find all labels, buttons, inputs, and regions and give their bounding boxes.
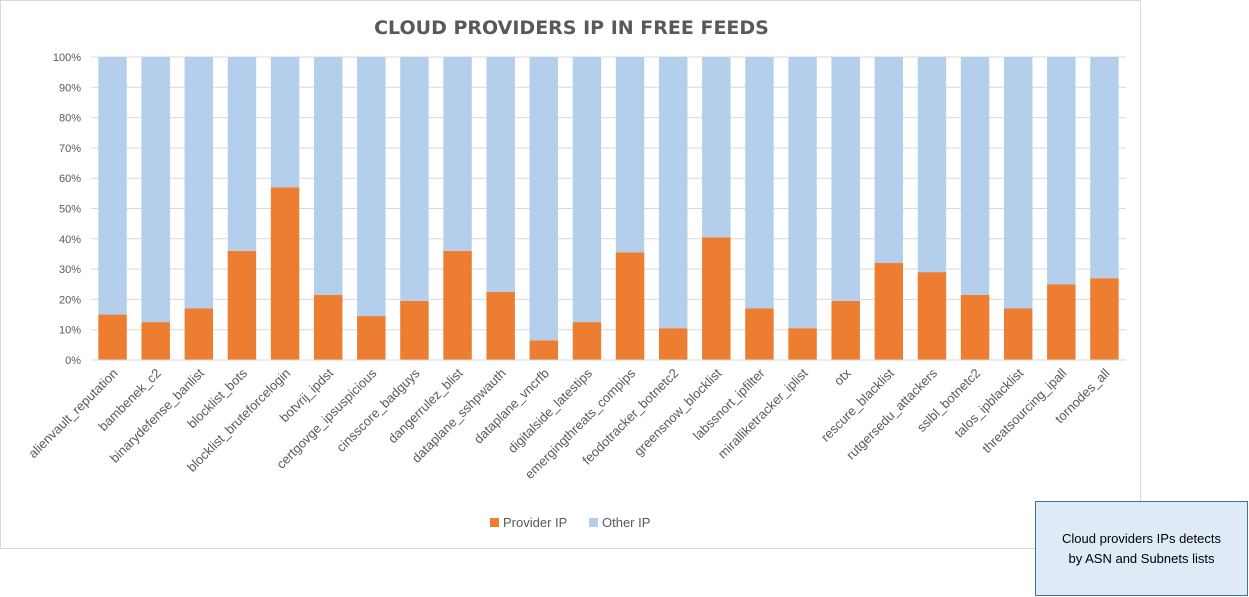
bar-provider-ip xyxy=(400,300,429,360)
bar-provider-ip xyxy=(572,322,602,360)
bar-provider-ip xyxy=(357,316,386,360)
stacked-bar-chart: CLOUD PROVIDERS IP IN FREE FEEDS 0% 10% 20%… xyxy=(25,17,1126,530)
y-tick-label: 10% xyxy=(59,325,81,337)
bar-provider-ip xyxy=(529,340,559,360)
bar-provider-ip xyxy=(1003,308,1033,360)
y-tick-label: 70% xyxy=(59,143,81,155)
bar-provider-ip xyxy=(141,322,170,360)
legend-swatch-other-ip xyxy=(589,518,598,527)
bar-other-ip xyxy=(615,57,645,253)
y-tick-label: 90% xyxy=(59,82,81,94)
bar-other-ip xyxy=(831,57,860,301)
bar-other-ip xyxy=(313,57,343,295)
bar-other-ip xyxy=(357,57,386,317)
bar-provider-ip xyxy=(702,237,731,360)
note-line-2: by ASN and Subnets lists xyxy=(1068,550,1215,566)
bar-provider-ip xyxy=(227,250,257,360)
x-tick-label: rescure_blacklist xyxy=(818,365,897,444)
bar-other-ip xyxy=(745,57,774,309)
bar-other-ip xyxy=(1047,57,1076,285)
bar-other-ip xyxy=(141,57,170,323)
x-tick-label: otx xyxy=(831,365,854,388)
y-tick-label: 100% xyxy=(53,52,81,64)
bar-other-ip xyxy=(227,57,257,251)
legend-label-other-ip: Other IP xyxy=(602,515,650,530)
annotation-note-box: Cloud providers IPs detects by ASN and S… xyxy=(1035,501,1248,596)
note-line-1: Cloud providers IPs detects xyxy=(1062,530,1221,546)
bar-provider-ip xyxy=(184,308,214,360)
bar-provider-ip xyxy=(615,252,645,360)
bar-other-ip xyxy=(658,57,688,329)
y-tick-label: 30% xyxy=(59,264,81,276)
bar-other-ip xyxy=(874,57,904,264)
bar-other-ip xyxy=(98,57,127,315)
bar-other-ip xyxy=(184,57,214,309)
y-tick-label: 50% xyxy=(59,204,81,216)
chart-title: CLOUD PROVIDERS IP IN FREE FEEDS xyxy=(374,17,769,39)
bar-other-ip xyxy=(1003,57,1033,309)
bar-other-ip xyxy=(702,57,731,238)
bar-provider-ip xyxy=(745,308,774,360)
bar-other-ip xyxy=(443,57,472,251)
bar-provider-ip xyxy=(1090,278,1119,360)
x-tick-label: dangerrulez_blist xyxy=(385,365,466,446)
bar-provider-ip xyxy=(486,291,515,360)
bar-provider-ip xyxy=(960,294,990,360)
bar-provider-ip xyxy=(1047,284,1076,360)
legend-label-provider-ip: Provider IP xyxy=(503,515,567,530)
bar-provider-ip xyxy=(443,250,472,360)
bar-other-ip xyxy=(400,57,429,301)
bar-provider-ip xyxy=(831,300,860,360)
bar-provider-ip xyxy=(658,328,688,360)
bar-provider-ip xyxy=(98,314,127,360)
bar-other-ip xyxy=(270,57,300,188)
bar-other-ip xyxy=(788,57,817,329)
bar-other-ip xyxy=(1090,57,1119,279)
legend-swatch-provider-ip xyxy=(490,518,499,527)
bar-other-ip xyxy=(960,57,990,295)
bar-provider-ip xyxy=(270,187,300,360)
x-tick-label: dataplane_vncrfb xyxy=(471,366,552,447)
bar-provider-ip xyxy=(788,328,817,360)
bar-other-ip xyxy=(572,57,602,323)
y-tick-label: 80% xyxy=(59,113,81,125)
y-tick-label: 60% xyxy=(59,173,81,185)
y-tick-label: 40% xyxy=(59,234,81,246)
bar-provider-ip xyxy=(313,294,343,360)
bar-other-ip xyxy=(917,57,947,273)
bar-provider-ip xyxy=(917,272,947,360)
y-tick-label: 20% xyxy=(59,294,81,306)
bar-provider-ip xyxy=(874,263,904,360)
bar-other-ip xyxy=(486,57,515,292)
bar-other-ip xyxy=(529,57,559,341)
y-tick-label: 0% xyxy=(65,355,81,367)
